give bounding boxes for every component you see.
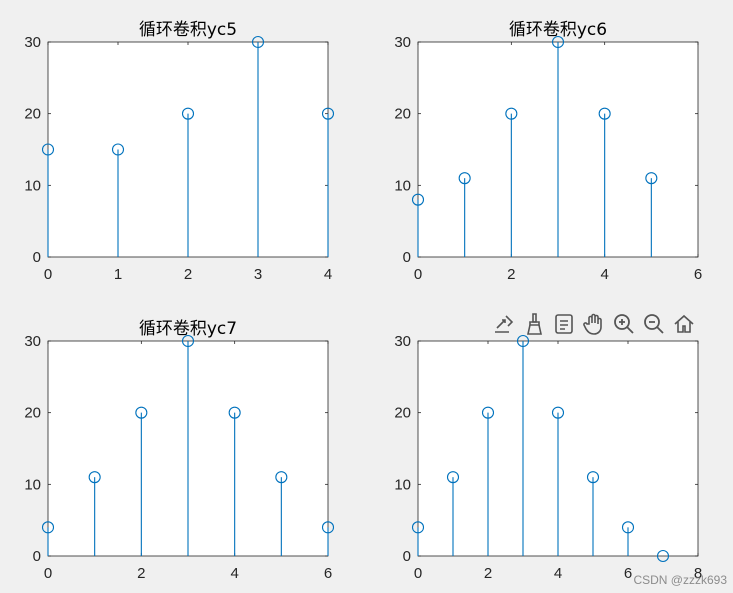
chart-title: 循环卷积yc7: [139, 319, 237, 339]
datatip-button[interactable]: [550, 309, 578, 339]
y-tick-label: 20: [24, 106, 41, 123]
x-tick-label: 4: [230, 565, 238, 582]
x-tick-label: 2: [184, 266, 192, 283]
y-tick-label: 10: [394, 177, 411, 194]
stem-marker: [88, 471, 101, 484]
chart-title: 循环卷积yc6: [509, 20, 607, 40]
x-tick-label: 6: [624, 565, 632, 582]
y-tick-label: 0: [403, 249, 411, 266]
export-icon: [495, 315, 514, 333]
x-tick-label: 8: [694, 565, 702, 582]
stem-marker: [135, 406, 148, 419]
y-tick-label: 10: [24, 177, 41, 194]
y-tick-label: 10: [24, 476, 41, 493]
x-tick-label: 4: [600, 266, 608, 283]
stem-marker: [181, 107, 195, 120]
chart-title: 循环卷积yc5: [139, 20, 237, 40]
stem-marker: [645, 172, 658, 185]
y-tick-label: 20: [24, 405, 41, 422]
stem-marker: [656, 549, 670, 563]
datatip-icon: [555, 314, 573, 334]
stem-marker: [275, 471, 288, 484]
x-tick-label: 4: [554, 565, 562, 582]
stem-marker: [481, 406, 495, 419]
y-tick-label: 20: [394, 405, 411, 422]
stem-marker: [586, 471, 600, 484]
stem-marker: [621, 521, 635, 534]
x-tick-label: 0: [414, 565, 422, 582]
zoom-out-icon: [644, 314, 664, 334]
x-tick-label: 0: [44, 266, 52, 283]
stem-marker: [41, 521, 55, 534]
axes-4: 0 10 20 30 0 2 4 6 8: [394, 333, 702, 582]
x-tick-label: 0: [414, 266, 422, 283]
stem-marker: [458, 172, 471, 185]
y-tick-label: 30: [394, 34, 411, 51]
x-tick-label: 0: [44, 565, 52, 582]
x-tick-label: 6: [694, 266, 702, 283]
x-tick-label: 6: [324, 565, 332, 582]
stem-marker: [411, 193, 425, 206]
export-button[interactable]: [490, 309, 518, 339]
x-tick-label: 1: [114, 266, 122, 283]
x-tick-label: 2: [137, 565, 145, 582]
stem-marker: [41, 143, 55, 156]
stem-marker: [111, 143, 125, 156]
stem-marker: [516, 334, 530, 348]
zoom-in-button[interactable]: [610, 309, 638, 339]
y-tick-label: 30: [24, 333, 41, 350]
stem-marker: [551, 406, 565, 419]
stem-marker: [251, 35, 265, 49]
y-tick-label: 30: [394, 333, 411, 350]
pan-icon: [583, 313, 602, 335]
stem-marker: [446, 471, 460, 484]
x-tick-label: 2: [507, 266, 515, 283]
zoom-out-button[interactable]: [640, 309, 668, 339]
y-tick-label: 0: [33, 249, 41, 266]
axes-toolbar: [490, 308, 698, 340]
y-tick-label: 30: [24, 34, 41, 51]
watermark-text: CSDN @zzzk693: [633, 573, 727, 587]
stem-marker: [228, 406, 241, 419]
x-tick-label: 3: [254, 266, 262, 283]
stem-marker: [181, 334, 195, 348]
zoom-in-icon: [614, 314, 634, 334]
stem-marker: [551, 35, 565, 49]
pan-button[interactable]: [580, 309, 608, 339]
stem-marker: [321, 521, 335, 534]
y-tick-label: 20: [394, 106, 411, 123]
restore-view-button[interactable]: [670, 309, 698, 339]
stem-marker: [598, 107, 611, 120]
stem-marker: [411, 521, 425, 534]
stem-marker: [321, 107, 335, 120]
y-tick-label: 10: [394, 476, 411, 493]
axes-1: 0 10 20 30 0 1 2 3 4 循环卷积yc5: [24, 20, 335, 283]
home-icon: [674, 314, 694, 333]
x-tick-label: 4: [324, 266, 332, 283]
brush-icon: [527, 313, 542, 335]
axes-3: 0 10 20 30 0 2 4 6 循环卷积yc7: [24, 319, 335, 582]
brush-button[interactable]: [520, 309, 548, 339]
axes-2: 0 10 20 30 0 2 4 6 循环卷积yc6: [394, 20, 702, 283]
y-tick-label: 0: [403, 548, 411, 565]
y-tick-label: 0: [33, 548, 41, 565]
stem-marker: [505, 107, 518, 120]
x-tick-label: 2: [484, 565, 492, 582]
